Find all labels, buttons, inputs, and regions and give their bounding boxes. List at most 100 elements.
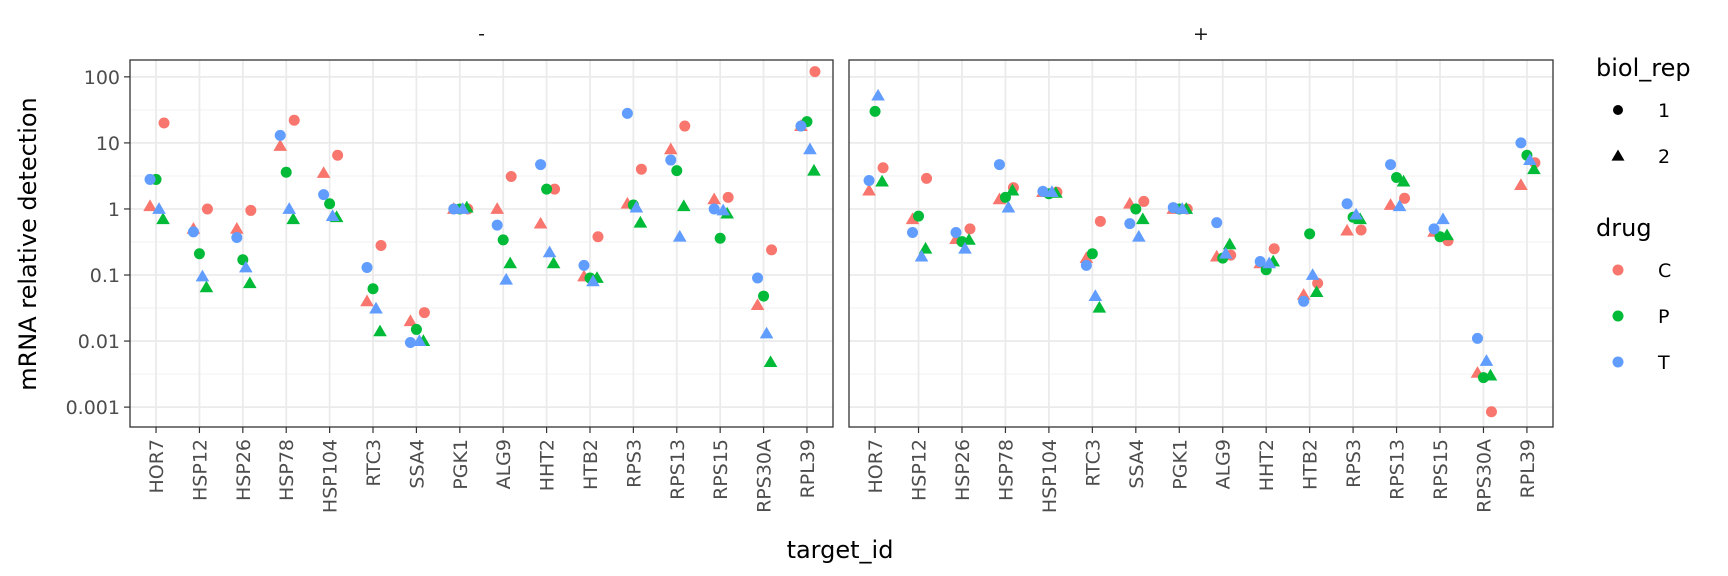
x-tick-label: ALG9	[493, 439, 515, 489]
point-RPS30A-C-rep2	[750, 298, 765, 311]
x-tick-label: HSP26	[952, 439, 974, 501]
point-HSP78-C-rep2	[273, 139, 288, 151]
point-RPS30A-C-rep1	[1485, 406, 1497, 418]
point-ALG9-T-rep2	[499, 272, 513, 285]
point-RPS3-T-rep2	[629, 200, 644, 213]
legend-label: C	[1658, 260, 1671, 282]
x-tick-label: RPS3	[623, 439, 645, 488]
point-HTB2-T-rep1	[1298, 295, 1310, 307]
point-RPS3-P-rep2	[633, 215, 648, 228]
x-tick-label: HSP104	[1039, 439, 1061, 513]
point-HTB2-C-rep1	[592, 231, 604, 243]
point-HSP26-P-rep2	[962, 233, 976, 245]
point-RPS15-C-rep2	[707, 192, 721, 205]
x-tick-label: RPS15	[1430, 439, 1452, 500]
point-RPS30A-T-rep2	[1479, 354, 1494, 366]
y-tick-label: 0.01	[78, 331, 120, 353]
point-RPS3-C-rep1	[635, 163, 647, 175]
x-tick-label: RTC3	[363, 439, 385, 487]
point-HOR7-C-rep2	[862, 183, 876, 196]
point-HSP12-P-rep2	[918, 241, 933, 254]
y-tick-label: 1	[108, 199, 120, 221]
point-RPS15-P-rep2	[1440, 228, 1454, 241]
point-HSP12-C-rep1	[201, 203, 213, 215]
point-SSA4-C-rep2	[403, 314, 418, 327]
point-HOR7-T-rep2	[871, 88, 885, 101]
point-HTB2-C-rep2	[1296, 288, 1311, 300]
point-HHT2-C-rep2	[533, 216, 548, 229]
point-HSP12-P-rep2	[199, 280, 214, 293]
point-RTC3-C-rep2	[360, 294, 374, 307]
x-tick-label: RPL39	[1517, 439, 1539, 498]
x-axis-title: target_id	[787, 536, 894, 564]
point-HSP78-C-rep1	[288, 114, 300, 126]
point-HSP78-T-rep1	[993, 159, 1005, 171]
point-RPS15-T-rep2	[716, 203, 730, 216]
point-ALG9-P-rep1	[497, 234, 509, 246]
legend-label: 1	[1658, 100, 1670, 122]
point-HTB2-P-rep2	[1309, 285, 1324, 298]
x-tick-label: HTB2	[580, 439, 602, 490]
point-ALG9-C-rep2	[490, 202, 504, 214]
point-HSP26-C-rep2	[230, 222, 244, 234]
point-RPS13-C-rep2	[1383, 198, 1398, 210]
point-RPS13-T-rep2	[672, 229, 687, 242]
point-RTC3-T-rep2	[1088, 289, 1103, 301]
legend-title: drug	[1596, 214, 1652, 242]
point-RPL39-P-rep2	[807, 163, 821, 176]
panel-border	[848, 59, 1554, 428]
point-HSP12-P-rep1	[913, 210, 925, 222]
point-SSA4-P-rep1	[410, 323, 422, 335]
point-HSP26-C-rep1	[964, 223, 976, 235]
point-RPS15-T-rep1	[1428, 223, 1440, 235]
x-tick-label: RPS30A	[754, 439, 776, 513]
point-RPL39-T-rep1	[1515, 137, 1527, 149]
point-RTC3-T-rep2	[369, 301, 383, 314]
point-HOR7-T-rep1	[144, 173, 156, 185]
point-RPS13-T-rep2	[1392, 199, 1407, 212]
legend-label: P	[1658, 306, 1669, 328]
point-HSP104-T-rep2	[325, 209, 340, 221]
point-RTC3-C-rep1	[375, 239, 387, 251]
point-HSP104-T-rep2	[1045, 185, 1059, 197]
point-HSP26-T-rep1	[231, 231, 243, 243]
x-tick-label: HHT2	[1256, 439, 1278, 491]
point-HSP26-T-rep2	[958, 241, 972, 254]
y-tick-label: 0.001	[66, 397, 120, 419]
point-RPS30A-T-rep1	[1471, 332, 1483, 344]
point-HSP12-T-rep2	[195, 269, 210, 282]
point-RPS15-P-rep1	[714, 232, 726, 244]
point-RPS30A-P-rep2	[763, 355, 778, 368]
point-HSP104-C-rep2	[316, 166, 331, 178]
legend: biol_rep 1 2 drug C P T	[1596, 54, 1691, 374]
legend-label: 2	[1658, 146, 1670, 168]
point-HOR7-C-rep1	[158, 117, 170, 129]
point-PGK1-T-rep2	[1175, 202, 1190, 214]
point-HTB2-T-rep1	[578, 259, 590, 271]
x-tick-label: RPS30A	[1473, 439, 1495, 513]
point-HOR7-P-rep1	[869, 105, 881, 117]
legend-label: T	[1657, 352, 1670, 374]
x-tick-label: RPS3	[1343, 439, 1365, 488]
point-PGK1-T-rep1	[1167, 202, 1179, 214]
point-HOR7-C-rep2	[143, 199, 157, 212]
point-RPS3-T-rep2	[1349, 207, 1363, 220]
x-tick-label: RPS13	[667, 439, 689, 500]
legend-key-T	[1612, 356, 1624, 368]
point-HSP12-C-rep2	[905, 212, 920, 225]
y-tick-label: 100	[84, 67, 120, 89]
point-HSP78-P-rep2	[286, 212, 301, 225]
point-RPS13-C-rep1	[1399, 192, 1411, 204]
point-RPL39-P-rep2	[1527, 162, 1541, 175]
point-RPS3-T-rep1	[621, 107, 633, 119]
point-SSA4-T-rep1	[404, 337, 416, 349]
point-RTC3-P-rep1	[367, 283, 379, 295]
point-HSP104-P-rep1	[324, 198, 336, 210]
point-RTC3-T-rep1	[361, 261, 373, 273]
point-SSA4-C-rep1	[1138, 195, 1150, 207]
point-RPL39-C-rep1	[809, 66, 821, 78]
point-HSP78-P-rep1	[280, 166, 292, 178]
x-tick-label: HOR7	[865, 439, 887, 494]
point-HHT2-C-rep1	[549, 183, 561, 195]
point-ALG9-C-rep1	[505, 171, 517, 183]
